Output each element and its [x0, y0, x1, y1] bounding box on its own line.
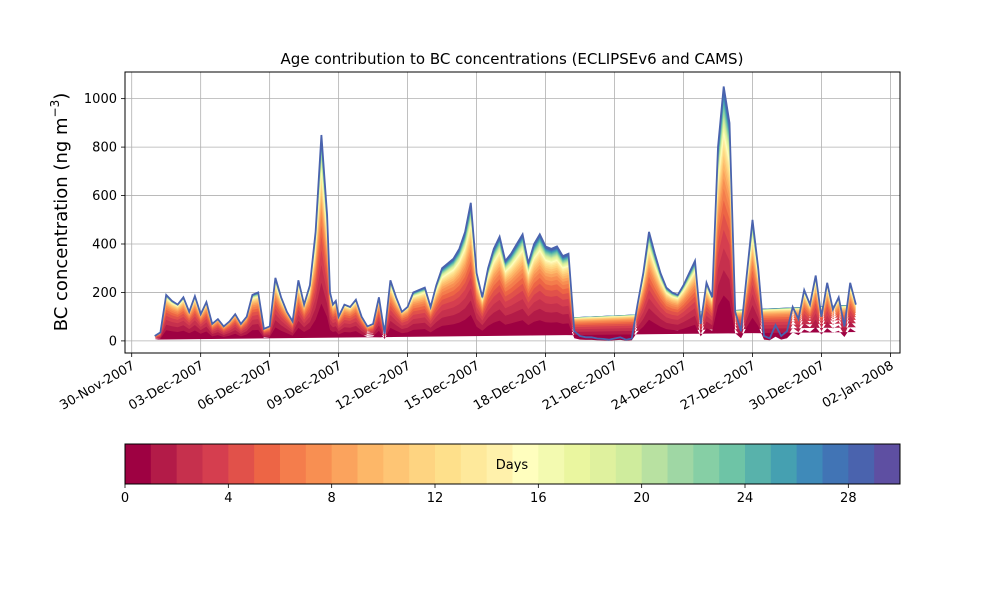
colorbar-bin: [176, 444, 203, 484]
colorbar-bin: [150, 444, 178, 484]
chart-title: Age contribution to BC concentrations (E…: [281, 50, 744, 68]
colorbar-bin: [512, 444, 539, 484]
age-band-area: [154, 295, 856, 341]
y-tick-label: 200: [92, 286, 117, 301]
colorbar-bin: [615, 444, 643, 484]
colorbar-bin: [770, 444, 798, 484]
colorbar-bin: [719, 444, 746, 484]
colorbar-tick-label: 0: [121, 491, 129, 506]
colorbar-bin: [564, 444, 591, 484]
colorbar-bin: [331, 444, 358, 484]
colorbar-tick-label: 12: [427, 491, 444, 506]
y-axis-label: BC concentration (ng m−3): [48, 93, 72, 332]
colorbar-bin: [822, 444, 849, 484]
colorbar-bins: [125, 444, 901, 484]
colorbar-bin: [125, 444, 152, 484]
colorbar-bin: [745, 444, 772, 484]
colorbar-bin: [486, 444, 513, 484]
colorbar-tick-label: 4: [224, 491, 232, 506]
colorbar-frame: [124, 443, 901, 485]
colorbar-bin: [874, 444, 901, 484]
colorbar-tick-label: 8: [328, 491, 336, 506]
colorbar-bin: [667, 444, 694, 484]
colorbar-bin: [796, 444, 823, 484]
colorbar-tick-label: 28: [840, 491, 857, 506]
colorbar-bin: [357, 444, 384, 484]
colorbar-label: Days: [496, 458, 529, 473]
y-tick-label: 1000: [84, 92, 117, 107]
y-tick-label: 0: [109, 334, 117, 349]
total-concentration-line: [154, 86, 857, 341]
colorbar: Days 0 4 8 12 16 20 24 28: [121, 443, 901, 506]
plot-frame: [124, 71, 901, 354]
colorbar-bin: [305, 444, 333, 484]
colorbar-bin: [435, 444, 462, 484]
y-tick-label: 600: [92, 189, 117, 204]
y-tick-label: 400: [92, 237, 117, 252]
colorbar-bin: [538, 444, 565, 484]
colorbar-bin: [460, 444, 488, 484]
colorbar-bin: [693, 444, 720, 484]
colorbar-tick-label: 24: [737, 491, 754, 506]
colorbar-bin: [228, 444, 255, 484]
y-axis-ticks: 0 200 400 600 800 1000: [84, 92, 125, 349]
colorbar-bin: [641, 444, 668, 484]
colorbar-bin: [848, 444, 875, 484]
colorbar-bin: [409, 444, 436, 484]
colorbar-bin: [254, 444, 281, 484]
y-tick-label: 800: [92, 141, 117, 156]
colorbar-bin: [383, 444, 410, 484]
colorbar-ticks: 0 4 8 12 16 20 24 28: [121, 484, 857, 506]
colorbar-tick-label: 20: [633, 491, 650, 506]
colorbar-bin: [202, 444, 229, 484]
colorbar-bin: [590, 444, 617, 484]
colorbar-tick-label: 16: [530, 491, 547, 506]
colorbar-bin: [280, 444, 307, 484]
